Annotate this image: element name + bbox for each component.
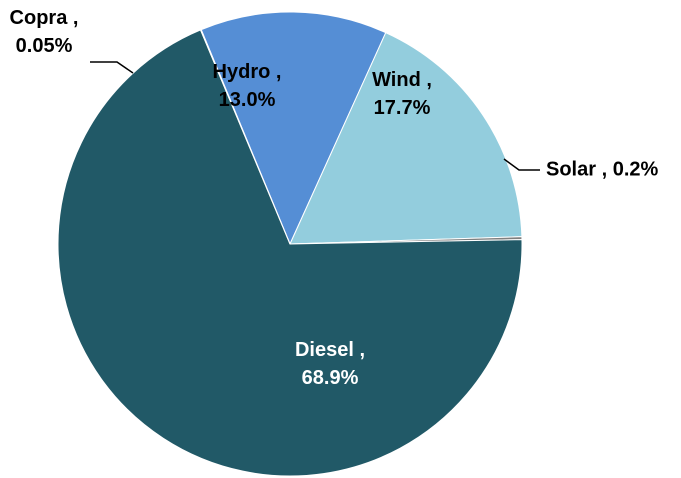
leader-line-copra — [90, 61, 134, 74]
pie-slice-wind — [289, 32, 523, 245]
data-label-hydro-category: Hydro , — [213, 61, 282, 83]
data-label-wind: Wind , 17.7% — [372, 69, 432, 119]
pie-slice-copra — [200, 29, 291, 245]
leader-line-solar — [503, 158, 540, 171]
data-label-wind-category: Wind , — [372, 69, 432, 91]
data-label-copra-value: 0.05% — [16, 35, 73, 57]
data-label-diesel-value: 68.9% — [302, 367, 359, 389]
data-label-wind-value: 17.7% — [374, 97, 431, 119]
data-label-copra-category: Copra , — [10, 7, 79, 29]
data-label-solar: Solar , 0.2% — [546, 158, 658, 180]
data-label-hydro: Hydro , 13.0% — [213, 61, 282, 111]
pie-slice-hydro — [200, 11, 387, 245]
data-label-diesel-category: Diesel , — [295, 339, 365, 361]
data-label-copra: Copra , 0.05% — [10, 7, 79, 57]
data-label-diesel: Diesel , 68.9% — [295, 339, 365, 389]
pie-slice-diesel — [57, 29, 523, 477]
data-label-hydro-value: 13.0% — [219, 89, 276, 111]
